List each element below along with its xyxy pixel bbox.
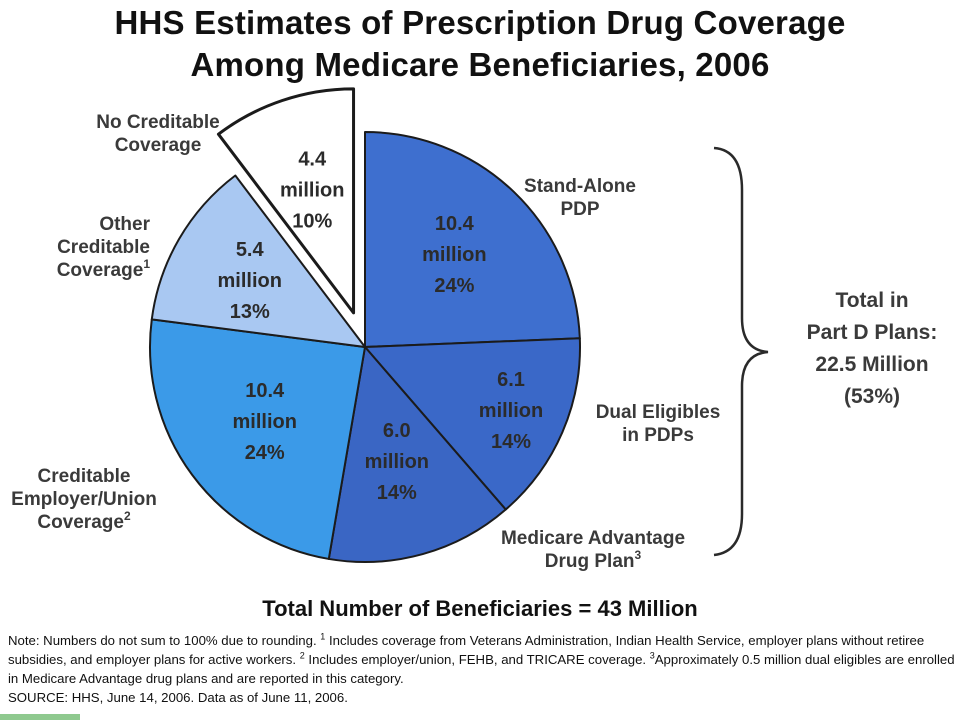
- pie-labels: 10.4 million 24% Stand-Alone PDP 6.1 million 14…: [11, 112, 937, 572]
- pie-slice-stand-alone: [364, 131, 581, 348]
- note-text-3: Includes employer/union, FEHB, and TRICA…: [304, 652, 650, 667]
- footnote: Note: Numbers do not sum to 100% due to …: [8, 631, 958, 707]
- slice-value-none: 4.4 million 10%: [280, 149, 344, 233]
- note-sup-1: 1: [320, 631, 326, 642]
- part-d-total-label: Total in Part D Plans: 22.5 Million (53%): [807, 289, 938, 408]
- pie-chart: 10.4 million 24% Stand-Alone PDP 6.1 million 14…: [11, 87, 937, 572]
- slice-label-employer: Creditable Employer/Union Coverage2: [11, 466, 157, 533]
- note-sup-3: 3: [649, 650, 655, 661]
- pie-slice-other: [150, 174, 366, 348]
- slice-value-other: 5.4 million 13%: [217, 239, 281, 323]
- part-d-bracket: [713, 146, 769, 557]
- slice-value-dual: 6.1 million 14%: [479, 369, 543, 453]
- chart-title-line-1: HHS Estimates of Prescription Drug Cover…: [114, 4, 846, 41]
- slice-value-stand-alone: 10.4 million 24%: [422, 213, 486, 297]
- corner-decoration: [0, 714, 80, 720]
- pie-slice-ma: [327, 346, 507, 563]
- note-text-1: Note: Numbers do not sum to 100% due to …: [8, 633, 321, 648]
- slice-value-ma: 6.0 million 14%: [365, 420, 429, 504]
- note-text-2: Includes coverage from Veterans Administ…: [8, 633, 925, 667]
- pie-slice-none: [216, 87, 356, 315]
- slice-label-stand-alone: Stand-Alone PDP: [524, 176, 636, 220]
- note-sup-2: 2: [299, 650, 305, 661]
- pie-slice-employer: [149, 318, 366, 560]
- part-d-bracket-group: [713, 146, 769, 557]
- pie-slices: [149, 87, 581, 563]
- slice-label-other: Other Creditable Coverage1: [57, 214, 151, 281]
- note-source: SOURCE: HHS, June 14, 2006. Data as of J…: [8, 690, 348, 705]
- slice-label-ma: Medicare Advantage Drug Plan3: [501, 528, 685, 572]
- slice-label-dual: Dual Eligibles in PDPs: [596, 402, 721, 446]
- pie-slice-dual: [364, 337, 581, 511]
- total-beneficiaries: Total Number of Beneficiaries = 43 Milli…: [262, 596, 698, 621]
- note-text-4: Approximately 0.5 million dual eligibles…: [8, 652, 955, 686]
- slice-value-employer: 10.4 million 24%: [232, 380, 296, 464]
- slice-label-none: No Creditable Coverage: [96, 112, 220, 156]
- chart-title-line-2: Among Medicare Beneficiaries, 2006: [190, 46, 770, 83]
